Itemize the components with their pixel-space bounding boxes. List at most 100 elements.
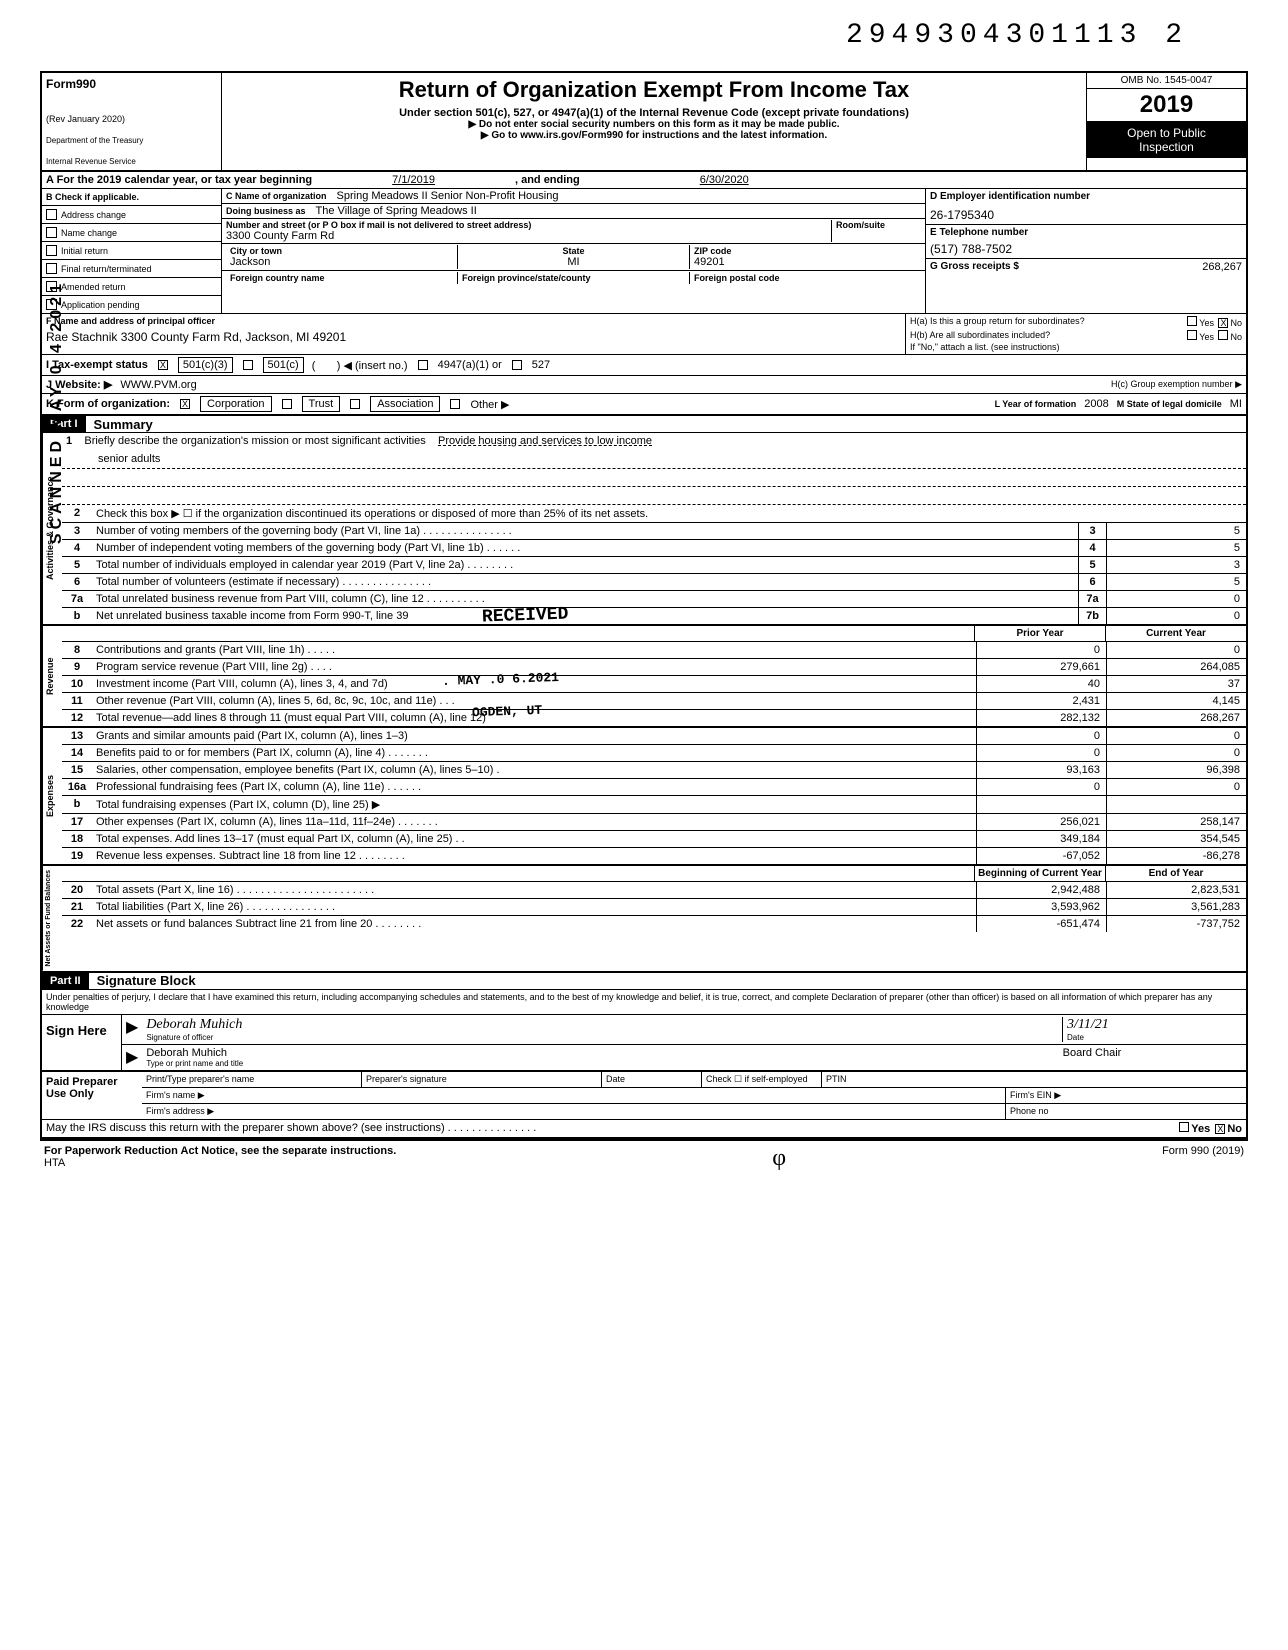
dba-value: The Village of Spring Meadows II: [316, 205, 477, 217]
chk-trust[interactable]: [282, 399, 292, 409]
line2-desc: Check this box ▶ ☐ if the organization d…: [92, 505, 1246, 522]
fpostal-label: Foreign postal code: [694, 273, 917, 283]
governance-group: Activities & Governance 1 Briefly descri…: [42, 433, 1246, 626]
zip-value: 49201: [694, 256, 917, 268]
line-prior: 40: [976, 676, 1106, 692]
fprov-label: Foreign province/state/county: [462, 273, 685, 283]
footer: For Paperwork Reduction Act Notice, see …: [40, 1141, 1248, 1176]
line1-mission: Provide housing and services to low inco…: [438, 435, 652, 447]
chk-application-pending[interactable]: Application pending: [42, 296, 221, 313]
chk-501c[interactable]: [243, 360, 253, 370]
chk-501c3[interactable]: X: [158, 360, 168, 370]
row-j-website: J Website: ▶ WWW.PVM.org H(c) Group exem…: [42, 376, 1246, 394]
chk-4947[interactable]: [418, 360, 428, 370]
line1-num: 1: [66, 435, 72, 447]
line-desc: Other expenses (Part IX, column (A), lin…: [92, 814, 976, 830]
revision-date: (Rev January 2020): [46, 114, 217, 124]
line6-box: 6: [1078, 574, 1106, 590]
firm-addr-label: Firm's address ▶: [142, 1104, 1006, 1119]
chk-name-change[interactable]: Name change: [42, 224, 221, 242]
table-row: 8Contributions and grants (Part VIII, li…: [62, 642, 1246, 659]
expenses-group: Expenses 13Grants and similar amounts pa…: [42, 728, 1246, 866]
line-num: 11: [62, 693, 92, 709]
fcountry-label: Foreign country name: [230, 273, 453, 283]
sig-arrow2-icon: ▶: [126, 1047, 138, 1068]
line5-num: 5: [62, 557, 92, 573]
initials-icon: φ: [772, 1145, 786, 1172]
sig-date-caption: Date: [1067, 1033, 1242, 1042]
paperwork-notice: For Paperwork Reduction Act Notice, see …: [44, 1145, 396, 1157]
state-label: State: [462, 246, 685, 256]
hb-yes-chk[interactable]: [1187, 330, 1197, 340]
officer-name-addr: Rae Stachnik 3300 County Farm Rd, Jackso…: [46, 330, 901, 344]
line-curr: 258,147: [1106, 814, 1246, 830]
f-officer-label: F Name and address of principal officer: [46, 316, 901, 326]
preparer-label: Paid Preparer Use Only: [42, 1072, 142, 1119]
hb-no-chk[interactable]: [1218, 330, 1228, 340]
line-prior: 349,184: [976, 831, 1106, 847]
mission-blank1: [62, 469, 1246, 487]
line-num: b: [62, 796, 92, 813]
part-ii-label: Part II: [42, 973, 89, 989]
line-desc: Total liabilities (Part X, line 26) . . …: [92, 899, 976, 915]
chk-final-return[interactable]: Final return/terminated: [42, 260, 221, 278]
chk-corporation[interactable]: X: [180, 399, 190, 409]
line-prior: 256,021: [976, 814, 1106, 830]
prep-date-label: Date: [602, 1072, 702, 1087]
line6-num: 6: [62, 574, 92, 590]
chk-initial-return[interactable]: Initial return: [42, 242, 221, 260]
line-num: 19: [62, 848, 92, 864]
sig-date-hand: 3/11/21: [1067, 1017, 1242, 1033]
hc-label: H(c) Group exemption number ▶: [1111, 379, 1242, 390]
line4-desc: Number of independent voting members of …: [92, 540, 1078, 556]
ha-yes-chk[interactable]: [1187, 316, 1197, 326]
prep-ptin-label: PTIN: [822, 1072, 1246, 1087]
line4-val: 5: [1106, 540, 1246, 556]
expenses-vert-label: Expenses: [42, 728, 62, 864]
line-num: 22: [62, 916, 92, 932]
title-box: Return of Organization Exempt From Incom…: [222, 73, 1086, 170]
chk-527[interactable]: [512, 360, 522, 370]
omb-number: OMB No. 1545-0047: [1087, 73, 1246, 89]
table-row: 15Salaries, other compensation, employee…: [62, 762, 1246, 779]
revenue-group: Revenue Prior Year Current Year 8Contrib…: [42, 626, 1246, 728]
line-curr: 37: [1106, 676, 1246, 692]
row-k-form-org: K Form of organization: XCorporation Tru…: [42, 394, 1246, 416]
line-prior: -67,052: [976, 848, 1106, 864]
line-curr: 354,545: [1106, 831, 1246, 847]
table-row: bTotal fundraising expenses (Part IX, co…: [62, 796, 1246, 814]
signature-handwriting: Deborah Muhich: [146, 1017, 1062, 1033]
hdr-current-year: Current Year: [1105, 626, 1246, 641]
netassets-group: Net Assets or Fund Balances Beginning of…: [42, 866, 1246, 973]
ha-no-chk[interactable]: X: [1218, 318, 1228, 328]
dba-label: Doing business as: [226, 206, 306, 216]
table-row: 19Revenue less expenses. Subtract line 1…: [62, 848, 1246, 864]
e-phone-label: E Telephone number: [930, 227, 1242, 238]
chk-address-change[interactable]: Address change: [42, 206, 221, 224]
line-prior: 0: [976, 728, 1106, 744]
chk-amended[interactable]: Amended return: [42, 278, 221, 296]
line3-box: 3: [1078, 523, 1106, 539]
d-ein-label: D Employer identification number: [930, 191, 1242, 202]
discuss-yes-chk[interactable]: [1179, 1122, 1189, 1132]
line-curr: [1106, 796, 1246, 813]
hdr-end: End of Year: [1105, 866, 1246, 881]
line-desc: Grants and similar amounts paid (Part IX…: [92, 728, 976, 744]
part-i-title: Summary: [94, 417, 153, 432]
line-num: 17: [62, 814, 92, 830]
sig-arrow-icon: ▶: [126, 1017, 138, 1042]
discuss-no-chk[interactable]: X: [1215, 1124, 1225, 1134]
chk-other[interactable]: [450, 399, 460, 409]
chk-association[interactable]: [350, 399, 360, 409]
line-curr: 0: [1106, 642, 1246, 658]
netassets-vert-label: Net Assets or Fund Balances: [42, 866, 62, 971]
form-990: Form990 (Rev January 2020) Department of…: [40, 71, 1248, 1141]
line5-val: 3: [1106, 557, 1246, 573]
sign-here-section: Sign Here ▶ Deborah Muhich Signature of …: [42, 1015, 1246, 1072]
part-ii-header: Part II Signature Block: [42, 973, 1246, 990]
sig-caption: Signature of officer: [146, 1033, 1062, 1042]
line-curr: 264,085: [1106, 659, 1246, 675]
line7b-val: 0: [1106, 608, 1246, 624]
table-row: 11Other revenue (Part VIII, column (A), …: [62, 693, 1246, 710]
phone-value: (517) 788-7502: [930, 242, 1242, 256]
